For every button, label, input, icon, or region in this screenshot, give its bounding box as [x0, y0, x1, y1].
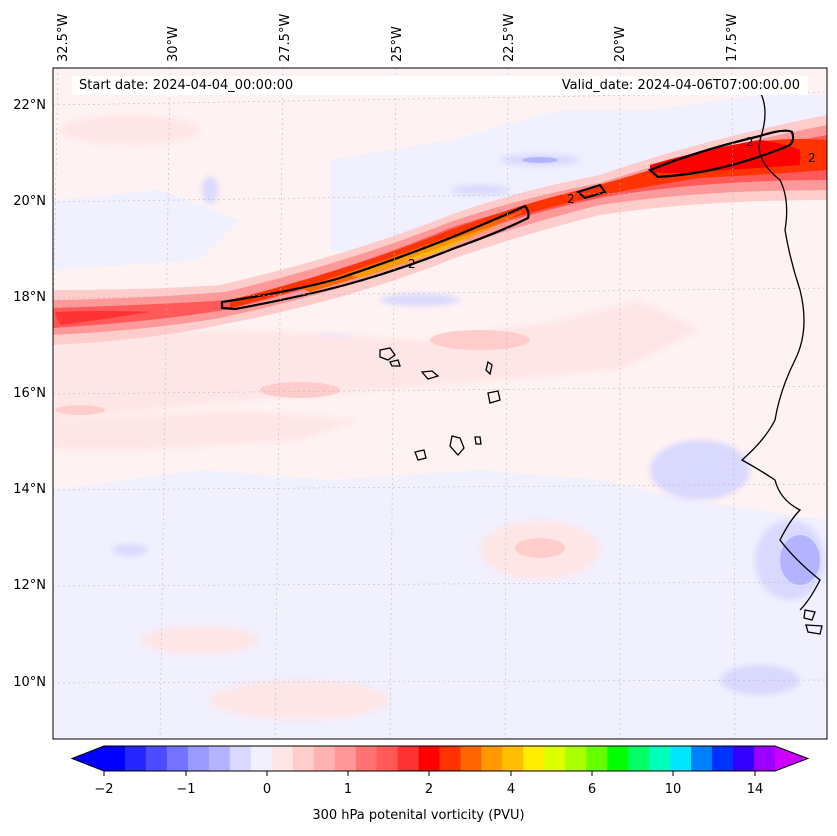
latitude-label: 10°N [13, 675, 46, 690]
colorbar-segment [376, 746, 398, 771]
colorbar-segment [460, 746, 482, 771]
colorbar-tick-label: −1 [176, 782, 196, 797]
map-frame [52, 67, 828, 740]
date-info-bar [72, 76, 808, 95]
colorbar-segment [166, 746, 189, 771]
colorbar-segment [733, 746, 755, 771]
longitude-label: 25°W [390, 26, 405, 62]
longitude-label: 32.5°W [56, 13, 71, 62]
colorbar-segment [104, 746, 126, 771]
colorbar-segment [607, 746, 629, 771]
longitude-label: 22.5°W [502, 13, 517, 62]
colorbar-ticks [103, 771, 756, 776]
valid-date: Valid_date: 2024-04-06T07:00:00.00 [561, 78, 800, 93]
colorbar-segment [397, 746, 419, 771]
colorbar-segment [355, 746, 377, 771]
moderate-positive-pv [55, 330, 565, 558]
coastline [379, 91, 823, 635]
pv-field: 2 2 2 2 [53, 68, 827, 739]
latitude-label: 18°N [13, 290, 46, 305]
colorbar-segment [145, 746, 168, 771]
colorbar-segment [418, 746, 440, 771]
colorbar-segment [565, 746, 587, 771]
contour-label: 2 [808, 151, 816, 165]
longitude-label: 20°W [613, 26, 628, 62]
colorbar-segment [313, 746, 336, 771]
colorbar-tick-label: 14 [746, 782, 764, 797]
longitude-label: 17.5°W [725, 13, 740, 62]
colorbar-segment [439, 746, 461, 771]
latitude-label: 20°N [13, 194, 46, 209]
colorbar-segment [334, 746, 357, 771]
colorbar-segment [229, 746, 252, 771]
contour-label: 2 [746, 135, 754, 149]
colorbar-segment [187, 746, 210, 771]
colorbar-segment [523, 746, 545, 771]
contour-label: 2 [567, 192, 575, 206]
colorbar-segment [670, 746, 692, 771]
colorbar-segment [586, 746, 608, 771]
colorbar-segment [754, 746, 776, 771]
contour-line [575, 183, 607, 200]
colorbar-over-arrow [775, 746, 808, 771]
colorbar-tick-label: 4 [506, 782, 516, 797]
colorbar-segment [292, 746, 315, 771]
colorbar-segment [628, 746, 650, 771]
colorbar-segment [649, 746, 671, 771]
colorbar-tick-label: 2 [424, 782, 434, 797]
latitude-label: 14°N [13, 482, 46, 497]
colorbar-under-arrow [72, 746, 104, 771]
colorbar-label: 300 hPa potenital vorticity (PVU) [312, 808, 525, 823]
colorbar-segment [271, 746, 294, 771]
colorbar-tick-label: 0 [262, 782, 272, 797]
colorbar-segment [691, 746, 713, 771]
latitude-label: 16°N [13, 386, 46, 401]
contour-line [220, 204, 530, 311]
colorbar-segment [712, 746, 734, 771]
colorbar-segment [250, 746, 273, 771]
contour-line [647, 129, 795, 179]
colorbar-segment [481, 746, 503, 771]
colorbar-tick-label: 1 [343, 782, 353, 797]
colorbar-tick-label: 6 [587, 782, 597, 797]
latitude-label: 12°N [13, 578, 46, 593]
colorbar-segment [124, 746, 147, 771]
colorbar-segment [544, 746, 566, 771]
latitude-label: 22°N [13, 98, 46, 113]
colorbar-tick-label: 10 [664, 782, 682, 797]
start-date: Start date: 2024-04-04_00:00:00 [79, 78, 294, 93]
contour-label: 2 [408, 257, 416, 271]
colorbar-segment [208, 746, 231, 771]
longitude-label: 27.5°W [278, 13, 293, 62]
colorbar-segment [502, 746, 524, 771]
pv-streamer [53, 115, 827, 345]
colorbar [70, 745, 810, 772]
colorbar-tick-label: −2 [94, 782, 114, 797]
longitude-label: 30°W [166, 26, 181, 62]
